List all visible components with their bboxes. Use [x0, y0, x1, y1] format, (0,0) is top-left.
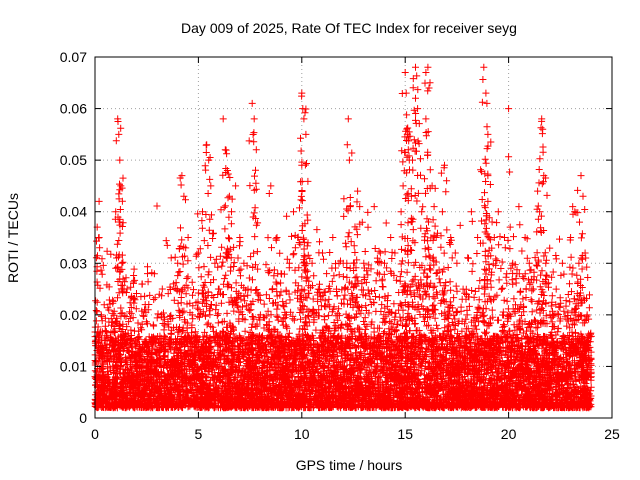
x-tick-label: 5 — [195, 426, 203, 442]
chart-title: Day 009 of 2025, Rate Of TEC Index for r… — [181, 20, 517, 36]
x-tick-label: 25 — [604, 426, 620, 442]
y-tick-label: 0.04 — [60, 204, 87, 220]
x-tick-label: 15 — [397, 426, 413, 442]
y-tick-label: 0.07 — [60, 49, 87, 65]
y-tick-label: 0.05 — [60, 152, 87, 168]
y-axis-label: ROTI / TECUs — [5, 193, 21, 283]
data-points — [91, 63, 595, 412]
x-axis-label: GPS time / hours — [296, 457, 403, 473]
y-tick-label: 0.01 — [60, 358, 87, 374]
axes: 0 5 10 15 20 25 0 0.01 0.02 0.03 0.04 0.05 0.06 0.07 — [60, 49, 620, 442]
y-tick-label: 0.06 — [60, 101, 87, 117]
roti-scatter-points — [91, 63, 595, 412]
y-tick-label: 0.03 — [60, 255, 87, 271]
x-tick-label: 0 — [91, 426, 99, 442]
x-tick-label: 10 — [294, 426, 310, 442]
plot-frame — [94, 56, 613, 419]
y-tick-label: 0 — [79, 410, 87, 426]
x-tick-label: 20 — [501, 426, 517, 442]
y-tick-label: 0.02 — [60, 307, 87, 323]
